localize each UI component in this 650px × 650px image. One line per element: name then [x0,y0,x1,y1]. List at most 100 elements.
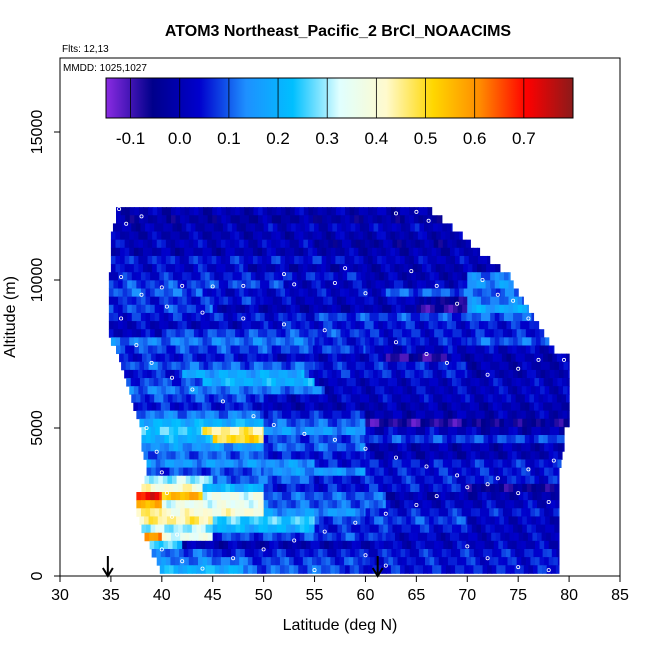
heatmap-cell [189,532,195,542]
heatmap-cell [428,402,434,412]
heatmap-cell [240,475,246,485]
heatmap-cell [177,304,183,314]
heatmap-cell [181,223,187,232]
heatmap-cell [429,540,435,550]
heatmap-cell [203,329,209,338]
heatmap-cell [212,475,218,485]
heatmap-cell [303,255,309,265]
heatmap-cell [308,475,315,485]
heatmap-cell [317,231,323,241]
heatmap-cell [328,337,334,346]
heatmap-cell [354,255,360,265]
heatmap-cell [304,483,311,493]
heatmap-cell [367,288,373,298]
heatmap-cell [436,247,442,257]
heatmap-cell [429,345,435,355]
heatmap-cell [127,304,133,314]
heatmap-cell [325,264,331,273]
heatmap-cell [236,394,242,403]
heatmap-cell [255,296,261,306]
heatmap-cell [303,386,309,395]
heatmap-cell [136,272,142,281]
heatmap-cell [397,443,403,452]
heatmap-cell [378,239,384,249]
heatmap-cell [401,239,407,249]
heatmap-cell [520,394,526,403]
heatmap-cell [488,402,494,412]
heatmap-cell [300,451,306,460]
heatmap-cell [382,435,388,444]
heatmap-cell [383,451,389,460]
heatmap-cell [470,443,477,452]
heatmap-cell [540,516,546,525]
heatmap-cell [281,394,288,403]
heatmap-cell [263,475,269,485]
heatmap-cell [457,557,463,566]
heatmap-cell [356,386,362,395]
heatmap-cell [179,255,185,265]
heatmap-cell [307,255,314,265]
x-axis: 30 35 40 45 50 55 60 65 70 75 80 85 [51,576,629,604]
heatmap-cell [349,255,355,265]
heatmap-cell [122,312,128,322]
heatmap-cell [506,459,513,468]
heatmap-cell [198,215,204,224]
heatmap-cell [401,524,407,534]
heatmap-cell [457,304,463,314]
flight-arrow [102,556,114,578]
heatmap-cell [544,508,550,517]
heatmap-cell [397,459,403,468]
heatmap-cell [460,369,466,379]
heatmap-cell [477,565,484,574]
heatmap-cell [214,280,220,289]
heatmap-cell [193,386,199,395]
heatmap-cell [355,492,361,501]
heatmap-cell [237,272,243,281]
heatmap-cell [314,500,320,509]
heatmap-cell [246,296,252,306]
heatmap-cell [300,426,306,436]
heatmap-cell [506,353,512,363]
heatmap-cell [225,500,232,509]
heatmap-cell [277,223,283,232]
heatmap-cell [489,557,495,566]
heatmap-cell [373,369,379,379]
heatmap-cell [452,557,458,566]
heatmap-cell [221,516,228,525]
heatmap-cell [507,451,513,460]
heatmap-cell [396,402,402,412]
heatmap-cell [438,540,444,550]
heatmap-cell [243,288,249,298]
heatmap-cell [553,451,559,460]
heatmap-cell [244,548,250,558]
heatmap-cell [447,475,453,485]
heatmap-cell [354,329,360,338]
heatmap-cell [507,540,513,550]
heatmap-cell [124,231,130,241]
heatmap-cell [359,394,366,403]
heatmap-cell [225,386,231,395]
heatmap-cell [369,321,375,330]
heatmap-cell [165,247,172,257]
heatmap-cell [222,223,229,232]
heatmap-cell [145,296,151,306]
heatmap-cell [358,231,364,241]
heatmap-cell [392,443,399,452]
heatmap-cell [165,557,172,566]
heatmap-cell [207,483,213,493]
heatmap-cell [533,353,540,363]
heatmap-cell [136,508,142,517]
heatmap-cell [488,435,494,444]
heatmap-cell [520,435,526,444]
heatmap-cell [392,239,398,249]
heatmap-cell [275,565,281,574]
heatmap-cell [268,402,274,412]
heatmap-cell [257,247,263,257]
heatmap-cell [408,247,414,257]
heatmap-cell [295,467,301,477]
heatmap-cell [131,321,137,330]
heatmap-cell [217,532,223,542]
heatmap-cell [318,467,324,477]
heatmap-cell [180,508,186,517]
heatmap-cell [521,443,527,452]
